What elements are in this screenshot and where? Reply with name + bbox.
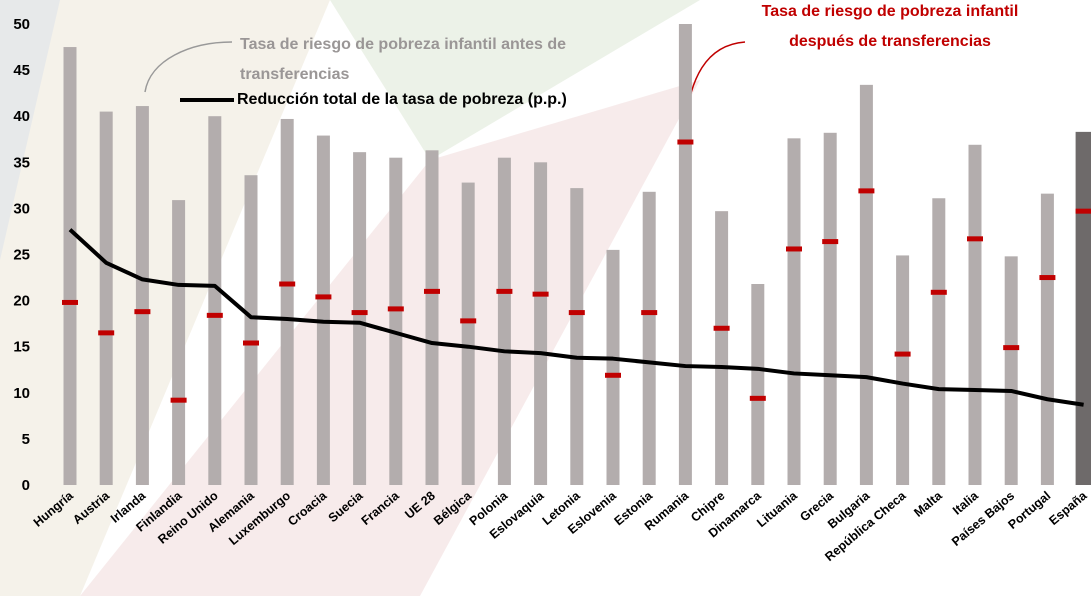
bar [136, 106, 149, 485]
leader-line [685, 42, 745, 125]
bar [100, 112, 113, 485]
y-tick-label: 10 [13, 385, 30, 402]
bar [788, 138, 801, 485]
marker [714, 326, 730, 331]
y-tick-label: 45 [13, 62, 30, 79]
annotation: Tasa de riesgo de pobreza infantil despu… [740, 0, 1040, 57]
marker [388, 306, 404, 311]
y-tick-label: 0 [22, 477, 30, 494]
marker [424, 289, 440, 294]
bar [1041, 194, 1054, 485]
marker [243, 341, 259, 346]
bar [498, 158, 511, 485]
marker [569, 310, 585, 315]
y-tick-label: 40 [13, 108, 30, 125]
marker [605, 373, 621, 378]
bar [534, 162, 547, 485]
marker [315, 294, 331, 299]
marker [1003, 345, 1019, 350]
bar [679, 24, 692, 485]
bar [932, 198, 945, 485]
marker [279, 282, 295, 287]
marker [750, 396, 766, 401]
bar [208, 116, 221, 485]
marker [1076, 209, 1091, 214]
x-tick-label: Italia [950, 488, 982, 518]
bar [1005, 256, 1018, 485]
marker [98, 330, 114, 335]
bar [172, 200, 185, 485]
marker [895, 352, 911, 357]
marker [858, 188, 874, 193]
bar [715, 211, 728, 485]
bar [751, 284, 764, 485]
bar [896, 255, 909, 485]
bar [462, 183, 475, 485]
marker [134, 309, 150, 314]
marker [496, 289, 512, 294]
annotation: Reducción total de la tasa de pobreza (p… [237, 85, 567, 115]
marker [822, 239, 838, 244]
bar [824, 133, 837, 485]
bar [607, 250, 620, 485]
x-tick-label: España [1046, 488, 1090, 528]
x-tick-label: Malta [911, 488, 945, 520]
annotation: Tasa de riesgo de pobreza infantil antes… [240, 30, 620, 90]
bar [245, 175, 258, 485]
bar [317, 136, 330, 485]
marker [533, 292, 549, 297]
marker [931, 290, 947, 295]
marker [677, 140, 693, 145]
bar [353, 152, 366, 485]
y-tick-label: 30 [13, 200, 30, 217]
marker [352, 310, 368, 315]
marker [786, 246, 802, 251]
y-tick-label: 15 [13, 339, 30, 356]
bar [969, 145, 982, 485]
bar [1076, 132, 1091, 485]
marker [62, 300, 78, 305]
bar [570, 188, 583, 485]
chart: 05101520253035404550HungríaAustriaIrland… [0, 0, 1091, 596]
bar [389, 158, 402, 485]
bar [860, 85, 873, 485]
marker [207, 313, 223, 318]
marker [171, 398, 187, 403]
marker [967, 236, 983, 241]
marker [460, 318, 476, 323]
marker [641, 310, 657, 315]
marker [1039, 275, 1055, 280]
bar [64, 47, 77, 485]
y-tick-label: 20 [13, 293, 30, 310]
bar [281, 119, 294, 485]
y-tick-label: 25 [13, 247, 30, 264]
bar [426, 150, 439, 485]
y-tick-label: 50 [13, 16, 30, 33]
x-tick-label: Lituania [754, 488, 801, 530]
y-tick-label: 5 [22, 431, 30, 448]
y-tick-label: 35 [13, 154, 30, 171]
bar [643, 192, 656, 485]
